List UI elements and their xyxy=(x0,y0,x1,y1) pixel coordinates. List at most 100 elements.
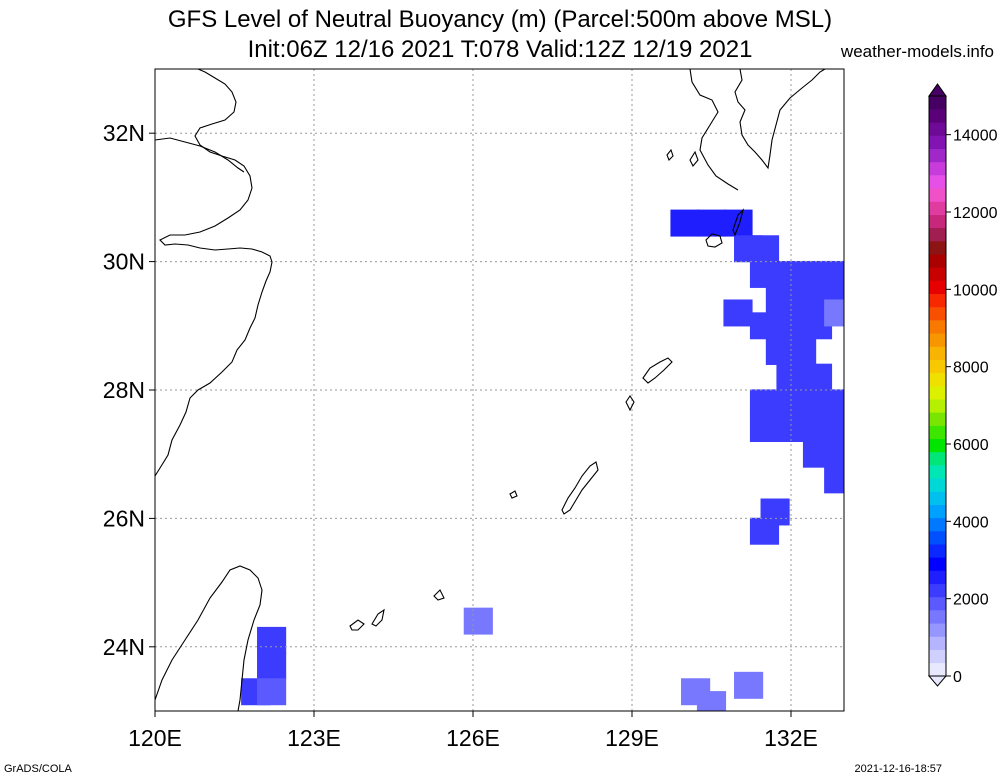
colorbar-swatch-39 xyxy=(929,148,946,163)
colorbar-swatch-35 xyxy=(929,201,946,215)
colorbar-swatch-36 xyxy=(929,188,946,202)
data-cell-18 xyxy=(787,337,817,365)
island-gotouchi xyxy=(666,148,674,161)
data-cell-1 xyxy=(696,209,727,237)
colorbar-min-arrow xyxy=(927,675,948,687)
chart-title: GFS Level of Neutral Buoyancy (m) (Parce… xyxy=(167,6,833,33)
colorbar-swatch-42 xyxy=(929,109,946,123)
x-tick-label-2: 126E xyxy=(446,725,500,751)
y-tick-label-4: 32N xyxy=(103,120,145,146)
colorbar-swatch-6 xyxy=(929,583,946,598)
colorbar-swatch-33 xyxy=(929,227,946,242)
data-cell-36 xyxy=(257,652,287,680)
colorbar-swatch-15 xyxy=(929,465,946,479)
colorbar-tick-label-2: 4000 xyxy=(953,514,989,531)
footer-software-label: GrADS/COLA xyxy=(4,763,72,775)
colorbar-swatch-20 xyxy=(929,399,946,413)
colorbar-swatch-24 xyxy=(929,346,946,360)
colorbar-swatch-41 xyxy=(929,122,946,136)
y-tick-label-0: 24N xyxy=(103,634,145,660)
colorbar-tick-label-0: 0 xyxy=(953,669,962,686)
data-cell-13 xyxy=(749,312,780,340)
x-tick-label-4: 132E xyxy=(764,725,818,751)
colorbar-swatch-21 xyxy=(929,386,946,400)
island-miyako xyxy=(433,589,445,601)
data-cell-19 xyxy=(776,363,806,391)
data-cell-30 xyxy=(824,440,844,468)
colorbar-swatch-31 xyxy=(929,254,946,268)
island-ishigaki xyxy=(371,608,385,627)
colorbar-swatch-9 xyxy=(929,544,946,558)
y-tick-label-1: 26N xyxy=(103,505,145,531)
data-cell-33 xyxy=(749,517,780,545)
colorbar-tick-label-6: 12000 xyxy=(953,205,998,222)
brand-label: weather-models.info xyxy=(840,42,994,61)
data-cell-21 xyxy=(749,389,780,417)
x-axis: 120E 123E 126E 129E 132E xyxy=(128,711,818,751)
data-cell-4 xyxy=(749,235,780,263)
island-amami xyxy=(642,357,673,384)
colorbar-swatch-14 xyxy=(929,478,946,492)
data-cell-8 xyxy=(818,260,844,288)
data-cell-34 xyxy=(463,607,493,635)
data-cell-20 xyxy=(802,363,833,391)
colorbar-swatch-22 xyxy=(929,372,946,387)
data-cell-28 xyxy=(824,415,844,443)
coastlines xyxy=(155,69,826,711)
colorbar-tick-label-3: 6000 xyxy=(953,437,989,454)
colorbar-tick-label-5: 10000 xyxy=(953,282,998,299)
y-tick-label-3: 30N xyxy=(103,249,145,275)
island-koshiki xyxy=(689,150,699,167)
island-iriomote xyxy=(349,619,365,631)
colorbar-swatch-7 xyxy=(929,570,946,585)
colorbar-swatch-40 xyxy=(929,135,946,150)
data-cell-22 xyxy=(776,389,806,417)
colorbar-swatch-29 xyxy=(929,280,946,295)
x-tick-label-0: 120E xyxy=(128,725,182,751)
y-tick-label-2: 28N xyxy=(103,377,145,403)
footer-timestamp: 2021-12-16-18:57 xyxy=(854,763,942,775)
data-cell-40 xyxy=(696,691,727,711)
data-cell-16 xyxy=(824,299,844,327)
colorbar-swatch-18 xyxy=(929,425,946,440)
x-tick-label-1: 123E xyxy=(287,725,341,751)
colorbar-swatch-11 xyxy=(929,517,946,532)
gridlines xyxy=(155,69,844,711)
data-cell-41 xyxy=(734,671,764,699)
island-yakushima xyxy=(705,233,723,248)
colorbar-swatch-23 xyxy=(929,359,946,374)
colorbar-swatch-2 xyxy=(929,636,946,650)
colorbar-max-arrow xyxy=(928,83,947,97)
data-cell-9 xyxy=(765,286,795,314)
colorbar-swatch-34 xyxy=(929,214,946,229)
colorbar-swatch-25 xyxy=(929,333,946,347)
coastline-kyushu xyxy=(734,69,826,170)
data-cell-24 xyxy=(824,389,844,417)
chart-subtitle: Init:06Z 12/16 2021 T:078 Valid:12Z 12/1… xyxy=(247,36,753,63)
colorbar-swatch-10 xyxy=(929,531,946,545)
colorbar-swatch-3 xyxy=(929,623,946,637)
data-cell-5 xyxy=(749,260,780,288)
data-cell-12 xyxy=(723,299,753,327)
colorbar-swatch-27 xyxy=(929,306,946,321)
colorbar-swatch-5 xyxy=(929,596,946,611)
coastline-taiwan xyxy=(155,565,263,711)
colorbar-tick-label-7: 14000 xyxy=(953,128,998,145)
coastline-china xyxy=(155,69,273,477)
colorbar-swatch-1 xyxy=(929,649,946,664)
coastline-yangtze xyxy=(155,137,245,173)
island-tanegashima xyxy=(732,208,745,237)
colorbar-swatch-13 xyxy=(929,491,946,505)
colorbar-swatch-38 xyxy=(929,161,946,176)
colorbar-swatch-37 xyxy=(929,175,946,189)
data-cell-35 xyxy=(257,626,287,654)
island-tokunoshima xyxy=(625,395,635,412)
colorbar-tick-label-4: 8000 xyxy=(953,360,989,377)
colorbar-swatch-17 xyxy=(929,438,946,453)
data-cell-0 xyxy=(670,209,700,237)
colorbar-swatch-0 xyxy=(929,662,946,677)
colorbar: 0 2000 4000 6000 8000 10000 12000 14000 xyxy=(927,83,998,687)
data-cell-38 xyxy=(257,678,287,706)
island-okinawa xyxy=(561,461,599,515)
